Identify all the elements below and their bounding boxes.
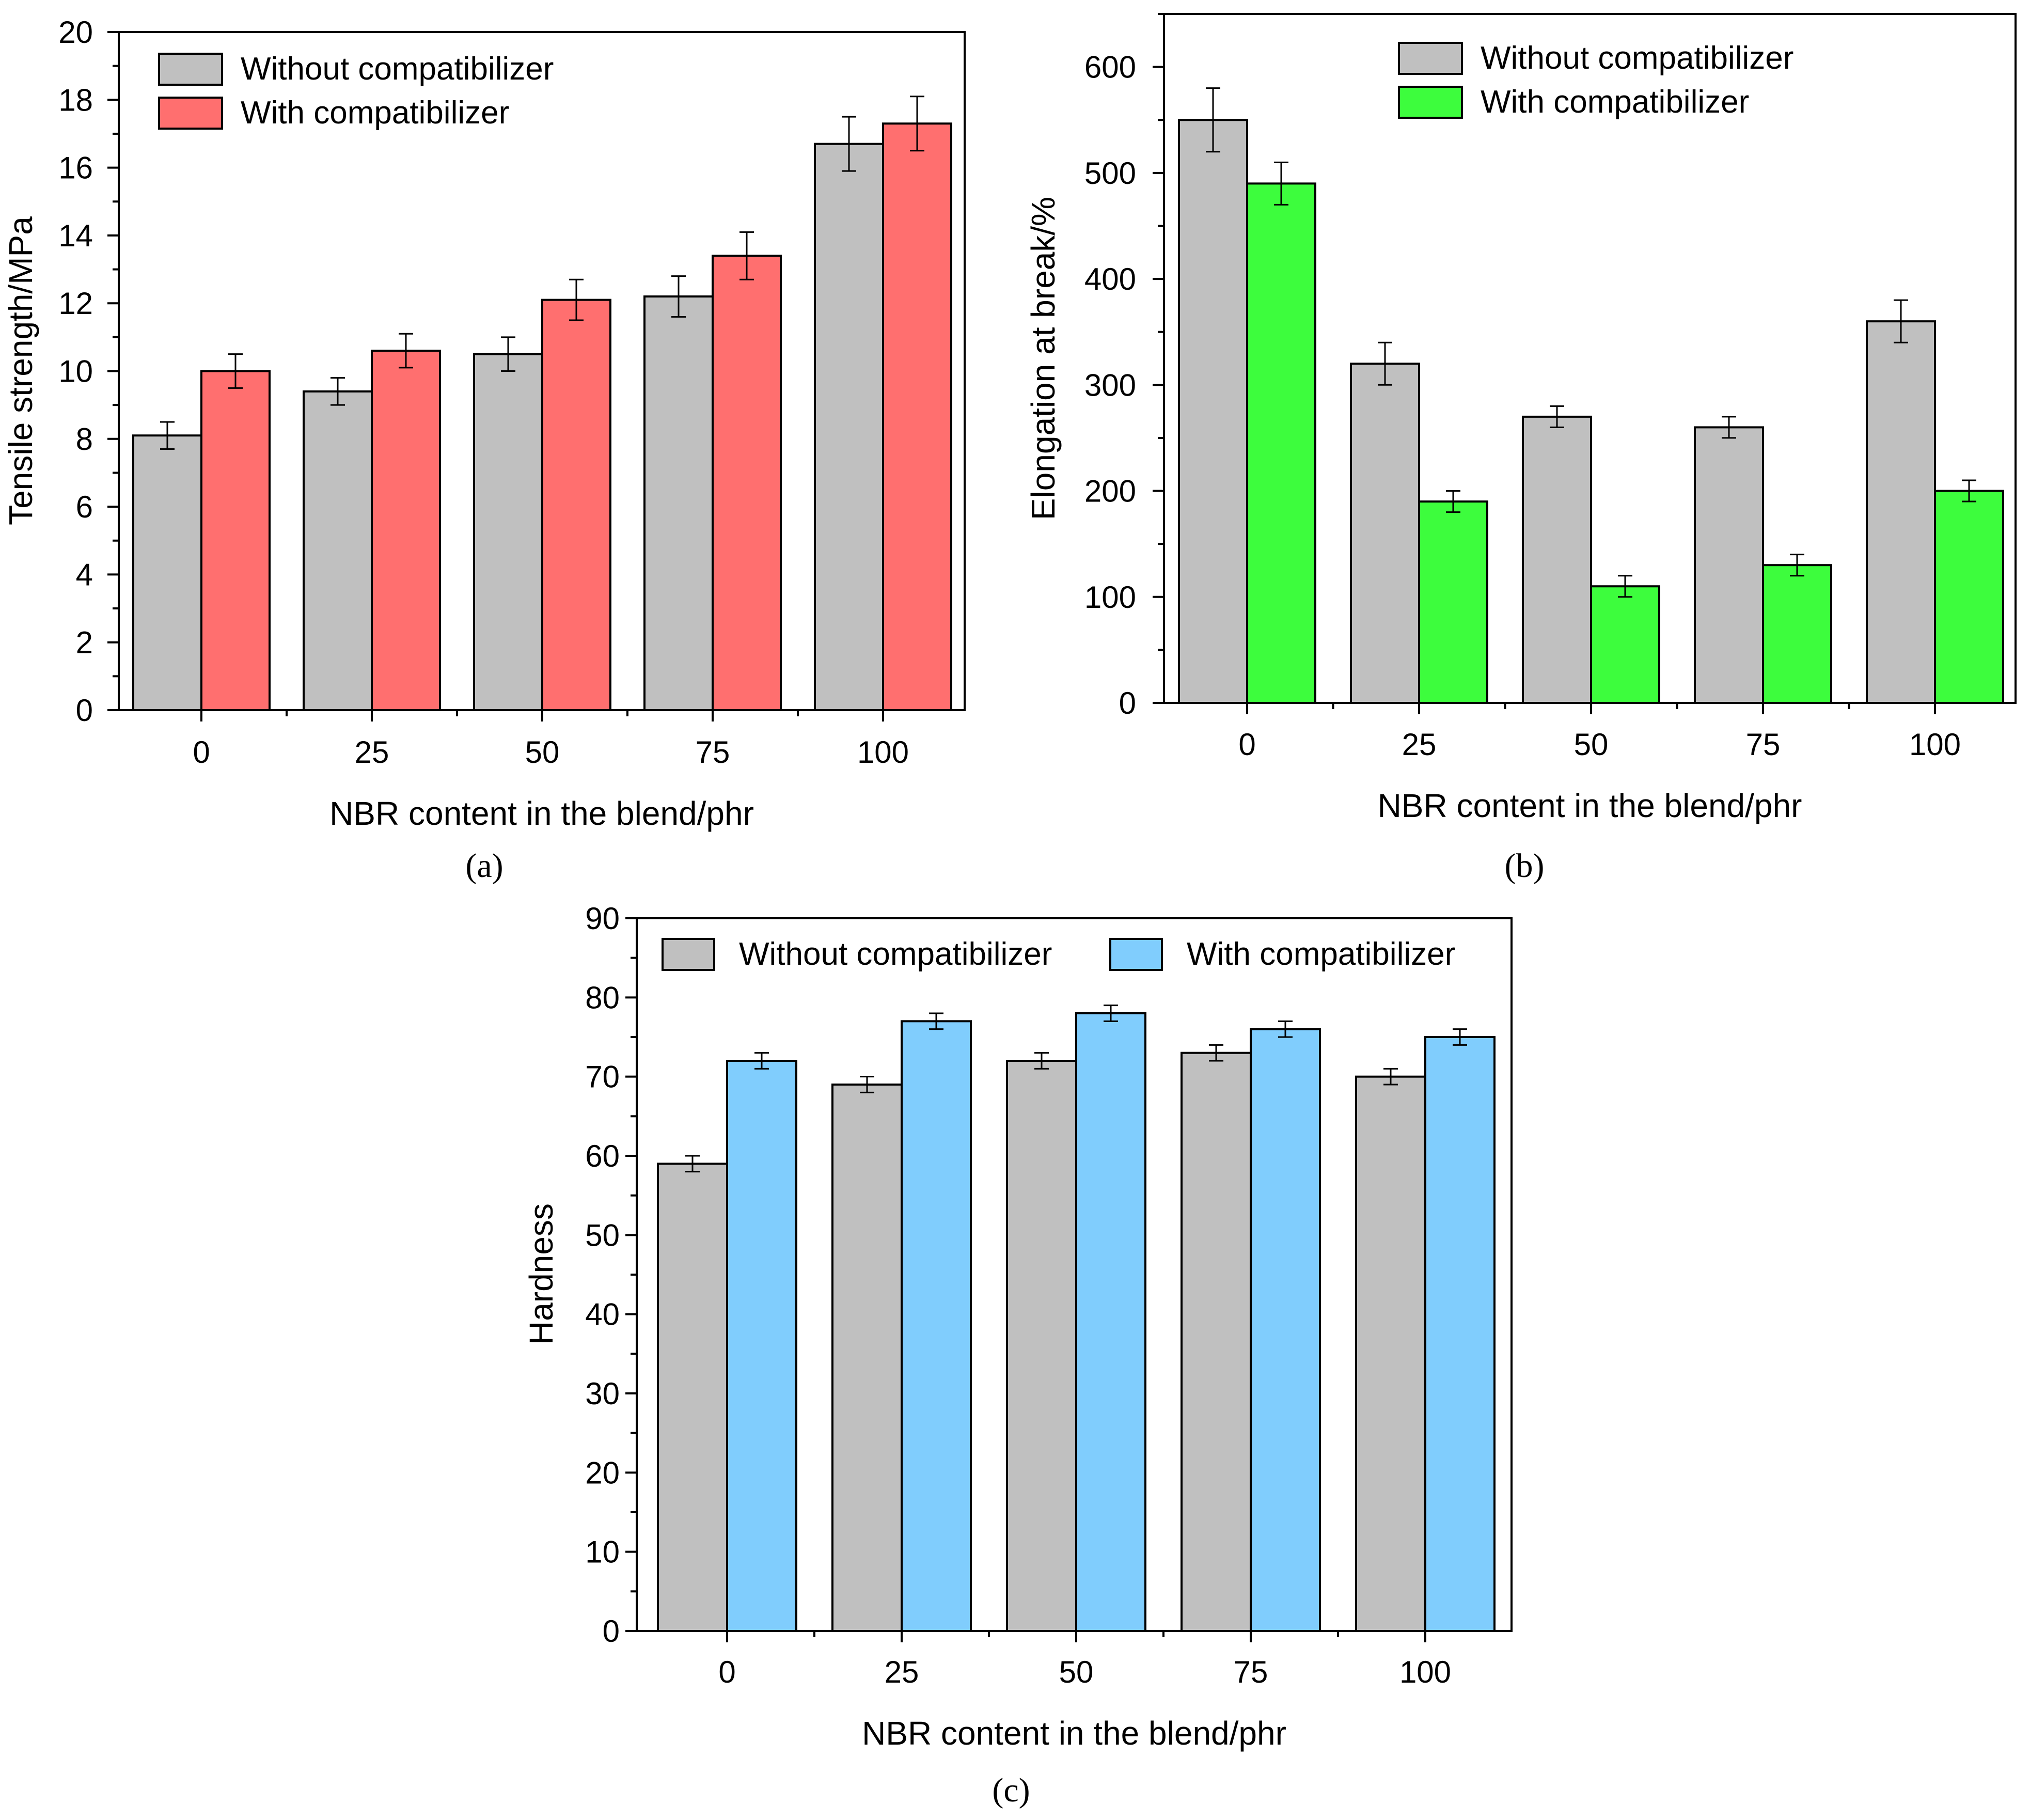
y-tick-label: 8 bbox=[76, 422, 93, 457]
chart-tensile-strength: 0 2 4 6 8 10 12 14 16 18 20 0 25 50 75 100 NBR content i… bbox=[2, 15, 966, 885]
bar-without-compatibilizer bbox=[1006, 1060, 1077, 1632]
x-tick-label: 75 bbox=[696, 735, 730, 770]
legend-swatch bbox=[662, 938, 715, 971]
bar-with-compatibilizer bbox=[1075, 1012, 1146, 1632]
bar-with-compatibilizer bbox=[1246, 182, 1316, 704]
y-tick-label: 10 bbox=[585, 1535, 620, 1570]
chart-elongation-at-break: 0 100 200 300 400 500 600 0 25 50 75 100 NBR content… bbox=[1025, 13, 2017, 885]
panel-caption: (c) bbox=[992, 1771, 1030, 1809]
y-tick-label: 600 bbox=[1084, 50, 1136, 85]
y-tick-label: 20 bbox=[58, 15, 93, 50]
y-tick-label: 16 bbox=[58, 151, 93, 185]
y-tick-label: 50 bbox=[585, 1218, 620, 1252]
y-tick-label: 70 bbox=[585, 1060, 620, 1094]
bar-without-compatibilizer bbox=[814, 143, 884, 711]
legend-label: Without compatibilizer bbox=[739, 936, 1052, 972]
y-tick-label: 0 bbox=[603, 1614, 620, 1649]
panel-caption: (b) bbox=[1505, 847, 1545, 885]
bar-with-compatibilizer bbox=[901, 1020, 972, 1632]
bar-with-compatibilizer bbox=[1418, 500, 1488, 704]
y-tick-label: 0 bbox=[76, 693, 93, 728]
bar-without-compatibilizer bbox=[1178, 119, 1248, 704]
y-tick-label: 90 bbox=[585, 901, 620, 936]
x-axis-label: NBR content in the blend/phr bbox=[1378, 787, 1802, 824]
y-tick-label: 14 bbox=[58, 218, 93, 253]
x-tick-label: 25 bbox=[355, 735, 389, 770]
bar-with-compatibilizer bbox=[1590, 585, 1660, 704]
y-tick-label: 10 bbox=[58, 354, 93, 389]
x-tick-label: 75 bbox=[1234, 1655, 1268, 1689]
x-tick-label: 50 bbox=[525, 735, 560, 770]
bar-without-compatibilizer bbox=[831, 1084, 903, 1632]
y-tick-label: 6 bbox=[76, 490, 93, 524]
bar-with-compatibilizer bbox=[1934, 490, 2004, 704]
x-tick-label: 100 bbox=[857, 735, 909, 770]
x-tick-label: 75 bbox=[1746, 727, 1781, 762]
bar-without-compatibilizer bbox=[132, 434, 202, 711]
y-tick-label: 30 bbox=[585, 1376, 620, 1411]
y-tick-label: 20 bbox=[585, 1455, 620, 1490]
legend-swatch bbox=[1398, 86, 1463, 119]
x-axis-label: NBR content in the blend/phr bbox=[862, 1715, 1286, 1752]
bar-with-compatibilizer bbox=[1424, 1036, 1496, 1632]
bar-without-compatibilizer bbox=[657, 1163, 728, 1632]
y-tick-label: 0 bbox=[1119, 686, 1136, 720]
bar-with-compatibilizer bbox=[726, 1060, 797, 1632]
bar-with-compatibilizer bbox=[371, 350, 441, 711]
bar-with-compatibilizer bbox=[541, 299, 611, 711]
y-tick-label: 12 bbox=[58, 286, 93, 321]
legend-swatch bbox=[1109, 938, 1163, 971]
bar-without-compatibilizer bbox=[1181, 1052, 1252, 1632]
x-tick-label: 0 bbox=[1238, 727, 1255, 762]
y-tick-label: 18 bbox=[58, 83, 93, 117]
x-tick-label: 50 bbox=[1574, 727, 1609, 762]
bar-without-compatibilizer bbox=[303, 390, 373, 711]
bar-without-compatibilizer bbox=[1355, 1075, 1426, 1633]
y-tick-label: 400 bbox=[1084, 262, 1136, 296]
panel-caption: (a) bbox=[465, 847, 503, 885]
y-tick-label: 60 bbox=[585, 1139, 620, 1173]
legend-label: Without compatibilizer bbox=[1481, 40, 1793, 76]
legend-swatch bbox=[158, 53, 223, 86]
x-tick-label: 100 bbox=[1399, 1655, 1451, 1689]
legend-label: With compatibilizer bbox=[1187, 936, 1455, 972]
x-tick-label: 0 bbox=[718, 1655, 735, 1689]
x-tick-label: 50 bbox=[1059, 1655, 1094, 1689]
bar-with-compatibilizer bbox=[1762, 564, 1832, 704]
x-tick-label: 25 bbox=[1402, 727, 1437, 762]
y-tick-label: 300 bbox=[1084, 368, 1136, 402]
legend-swatch bbox=[1398, 42, 1463, 75]
x-tick-label: 0 bbox=[193, 735, 210, 770]
bar-without-compatibilizer bbox=[643, 295, 714, 711]
bar-with-compatibilizer bbox=[1250, 1028, 1321, 1632]
bar-with-compatibilizer bbox=[712, 255, 782, 712]
legend-label: Without compatibilizer bbox=[241, 51, 554, 87]
chart-hardness: 0 10 20 30 40 50 60 70 80 90 0 25 50 75 100 NBR content… bbox=[523, 901, 1513, 1809]
bar-without-compatibilizer bbox=[473, 353, 543, 711]
legend-label: With compatibilizer bbox=[241, 95, 509, 131]
y-tick-label: 80 bbox=[585, 980, 620, 1015]
bar-without-compatibilizer bbox=[1694, 426, 1764, 704]
bar-with-compatibilizer bbox=[200, 370, 271, 711]
y-axis-label: Elongation at break/% bbox=[1025, 197, 1062, 520]
y-tick-label: 4 bbox=[76, 557, 93, 592]
y-tick-label: 200 bbox=[1084, 474, 1136, 509]
y-tick-label: 2 bbox=[76, 625, 93, 660]
bar-without-compatibilizer bbox=[1522, 415, 1592, 704]
bar-without-compatibilizer bbox=[1350, 363, 1420, 704]
bar-without-compatibilizer bbox=[1866, 320, 1936, 704]
legend-swatch bbox=[158, 97, 223, 130]
y-tick-label: 100 bbox=[1084, 580, 1136, 615]
x-tick-label: 100 bbox=[1909, 727, 1961, 762]
y-tick-label: 500 bbox=[1084, 156, 1136, 191]
legend-label: With compatibilizer bbox=[1481, 84, 1749, 120]
bar-with-compatibilizer bbox=[882, 122, 952, 711]
y-tick-label: 40 bbox=[585, 1297, 620, 1332]
x-axis-label: NBR content in the blend/phr bbox=[329, 795, 754, 832]
y-axis-label: Tensile strength/MPa bbox=[2, 216, 39, 525]
x-tick-label: 25 bbox=[885, 1655, 919, 1689]
y-axis-label: Hardness bbox=[523, 1203, 560, 1345]
